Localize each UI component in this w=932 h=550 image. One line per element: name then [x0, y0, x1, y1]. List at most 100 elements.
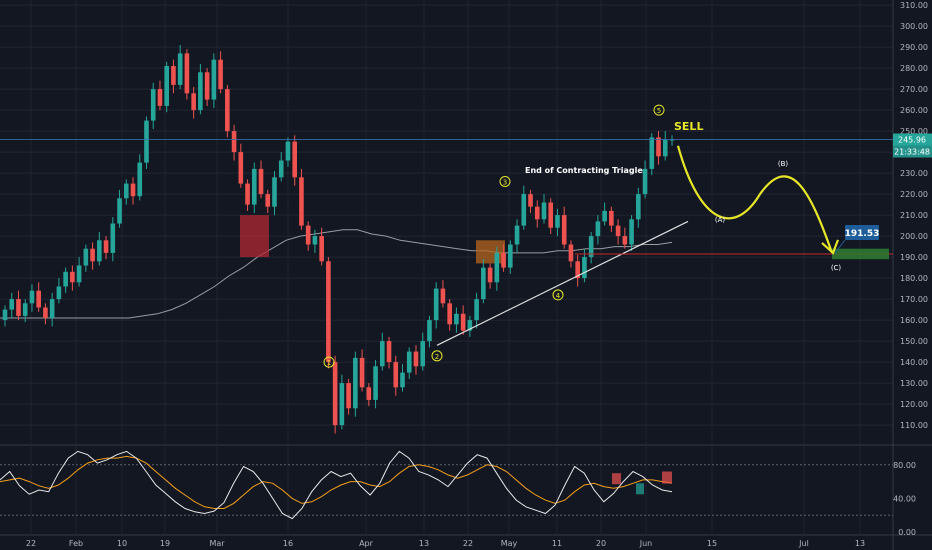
candle [440, 280, 446, 308]
candle [265, 189, 271, 213]
candle-body [90, 248, 95, 262]
candle-body [22, 303, 28, 316]
candle [326, 257, 331, 369]
candle-body [130, 183, 136, 197]
candle [272, 171, 277, 216]
time-tick-label: 22 [463, 539, 473, 548]
candle-body [164, 66, 169, 106]
trend-drawings [0, 139, 893, 346]
time-tick-label: 13 [855, 539, 865, 548]
price-tick-label: 110.00 [900, 421, 928, 430]
candle-body [2, 309, 8, 321]
orange-highlight-box [476, 240, 505, 264]
candle [2, 305, 8, 327]
annotation-title: End of Contracting Triagle [525, 166, 643, 175]
osc-signal-line [0, 455, 673, 509]
candle-body [150, 89, 156, 121]
candle-body [615, 225, 621, 237]
candle [514, 219, 520, 253]
candle [177, 45, 183, 90]
candle-body [305, 225, 311, 245]
time-tick-label: Jul [798, 539, 809, 548]
candle-body [622, 236, 628, 245]
time-tick-label: 15 [707, 539, 717, 548]
candle [198, 63, 203, 115]
candle [588, 231, 594, 264]
candle [123, 179, 129, 205]
price-tick-label: 200.00 [900, 232, 928, 241]
price-tick-label: 210.00 [900, 211, 928, 220]
candle-body [184, 53, 190, 94]
price-tick-label: 230.00 [900, 169, 928, 178]
candle-body [555, 215, 560, 228]
candle-body [393, 362, 399, 388]
candle-body [9, 299, 15, 310]
candle-body [373, 366, 378, 400]
candle-body [467, 320, 473, 331]
projection-curve [676, 145, 834, 254]
candle [238, 143, 244, 188]
wave-label: 1 [327, 359, 331, 367]
price-axis[interactable]: 310.00 300.00 290.00 280.00 270.00 260.00 250.… [900, 1, 928, 430]
candle [622, 227, 628, 249]
price-tick-label: 140.00 [900, 358, 928, 367]
candle [521, 185, 527, 230]
time-tick-label: 16 [283, 539, 293, 548]
candle [117, 189, 122, 228]
candle [90, 242, 95, 270]
candle-body [508, 244, 513, 268]
candle [595, 215, 601, 245]
candle-body [83, 248, 89, 266]
candle-body [198, 72, 203, 111]
candle-body [386, 341, 392, 363]
price-tick-label: 180.00 [900, 274, 928, 283]
target-tag-label: 191.53 [845, 229, 880, 239]
target-zone-box [832, 248, 889, 260]
projection-label: (B) [778, 160, 789, 168]
candlestick-series [2, 45, 675, 434]
candle [150, 82, 156, 129]
candle-body [575, 261, 580, 279]
candle [541, 194, 547, 224]
countdown-tag: 21:33:48 [894, 148, 930, 157]
candle [251, 162, 257, 213]
candle-body [299, 177, 304, 226]
time-tick-label: 20 [596, 539, 606, 548]
candle-body [49, 299, 55, 318]
wave-circle [653, 104, 665, 116]
osc-main-line [0, 450, 673, 520]
price-tick-label: 120.00 [900, 400, 928, 409]
candle [285, 137, 291, 167]
candle [636, 187, 641, 228]
candle [413, 345, 419, 375]
candle [157, 80, 163, 111]
time-axis[interactable]: 22 Feb 10 19 Mar 16 Apr 13 22 May 11 20 Jun 15 Jul 13 [26, 539, 865, 548]
candle [433, 282, 439, 329]
candle [83, 244, 89, 272]
red-highlight-box [240, 215, 269, 258]
projection-arrowhead [821, 239, 840, 255]
candle-body [481, 267, 486, 300]
osc-marker-red [662, 471, 672, 484]
projection-label: (A) [715, 216, 726, 224]
price-tick-label: 150.00 [900, 337, 928, 346]
candle [649, 133, 655, 176]
candle [420, 332, 426, 371]
candle [36, 282, 41, 312]
osc-marker-red [612, 473, 621, 485]
last-price-tag-bg [893, 133, 932, 146]
price-tick-label: 310.00 [900, 1, 928, 10]
candle [575, 255, 580, 287]
candle-body [171, 66, 176, 85]
candle-body [521, 194, 527, 226]
osc-marker-green [636, 483, 644, 495]
candle [319, 227, 324, 266]
candle-body [595, 221, 601, 237]
candle [49, 292, 55, 327]
candle [22, 299, 28, 323]
candle-body [514, 225, 520, 245]
candle-body [534, 206, 540, 220]
candle [70, 265, 75, 291]
candle-body [494, 252, 500, 283]
